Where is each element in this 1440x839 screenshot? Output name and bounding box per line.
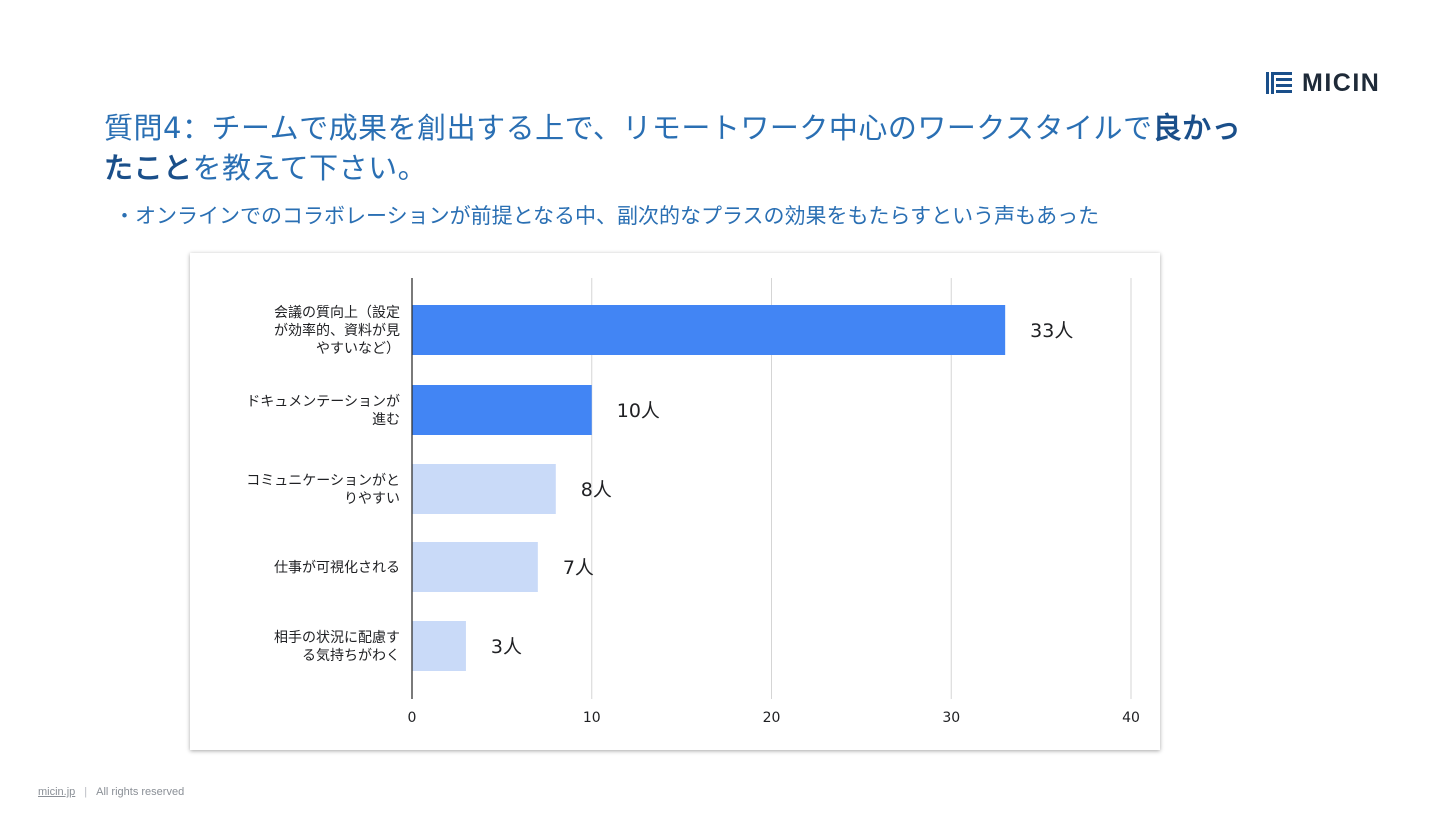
page-title: 質問4：チームで成果を創出する上で、リモートワーク中心のワークスタイルで良かった… (104, 108, 1254, 188)
footer: micin.jp | All rights reserved (38, 786, 184, 798)
x-tick-label-30: 30 (942, 710, 960, 726)
bar-chart-card: 33人 10人 8人 7人 3人 会議の質向上（設定が効率的、資料が見やすいなど） ドキュメ… (190, 253, 1160, 750)
x-tick-label-0: 0 (408, 710, 417, 726)
bar-chart: 33人 10人 8人 7人 3人 会議の質向上（設定が効率的、資料が見やすいなど） ドキュメ… (246, 278, 1140, 726)
bar-0 (412, 305, 1006, 355)
summary-bullet: ・オンラインでのコラボレーションが前提となる中、副次的なプラスの効果をもたらすと… (114, 204, 1100, 228)
bar-3 (412, 542, 538, 592)
x-tick-label-40: 40 (1122, 710, 1140, 726)
x-tick-label-20: 20 (763, 710, 781, 726)
value-label-1: 10人 (617, 400, 660, 422)
title-part1: 質問4：チームで成果を創出する上で、リモートワーク中心のワークスタイルで (104, 111, 1153, 145)
value-label-2: 8人 (581, 479, 612, 501)
value-label-4: 3人 (491, 636, 522, 658)
category-label-0: 会議の質向上（設定が効率的、資料が見やすいなど） (274, 304, 400, 357)
category-label-1: ドキュメンテーションが進む (246, 394, 400, 428)
bar-4 (412, 621, 466, 671)
title-part2: を教えて下さい。 (192, 151, 428, 185)
footer-rights: All rights reserved (96, 786, 185, 798)
micin-logo: MICIN (1266, 68, 1380, 98)
bar-1 (412, 385, 592, 435)
category-label-2: コミュニケーションがとりやすい (246, 473, 400, 507)
footer-separator: | (84, 786, 88, 798)
brand-name: MICIN (1302, 68, 1381, 97)
category-label-4: 相手の状況に配慮する気持ちがわく (274, 630, 400, 664)
bar-2 (412, 464, 556, 514)
value-label-3: 7人 (563, 557, 594, 579)
footer-site-link[interactable]: micin.jp (38, 786, 76, 798)
title-emphasis: 良かったこと (104, 111, 1242, 185)
category-label-3: 仕事が可視化される (274, 560, 400, 576)
x-tick-label-10: 10 (583, 710, 601, 726)
micin-logo-icon (1266, 72, 1292, 94)
value-label-0: 33人 (1030, 320, 1073, 342)
